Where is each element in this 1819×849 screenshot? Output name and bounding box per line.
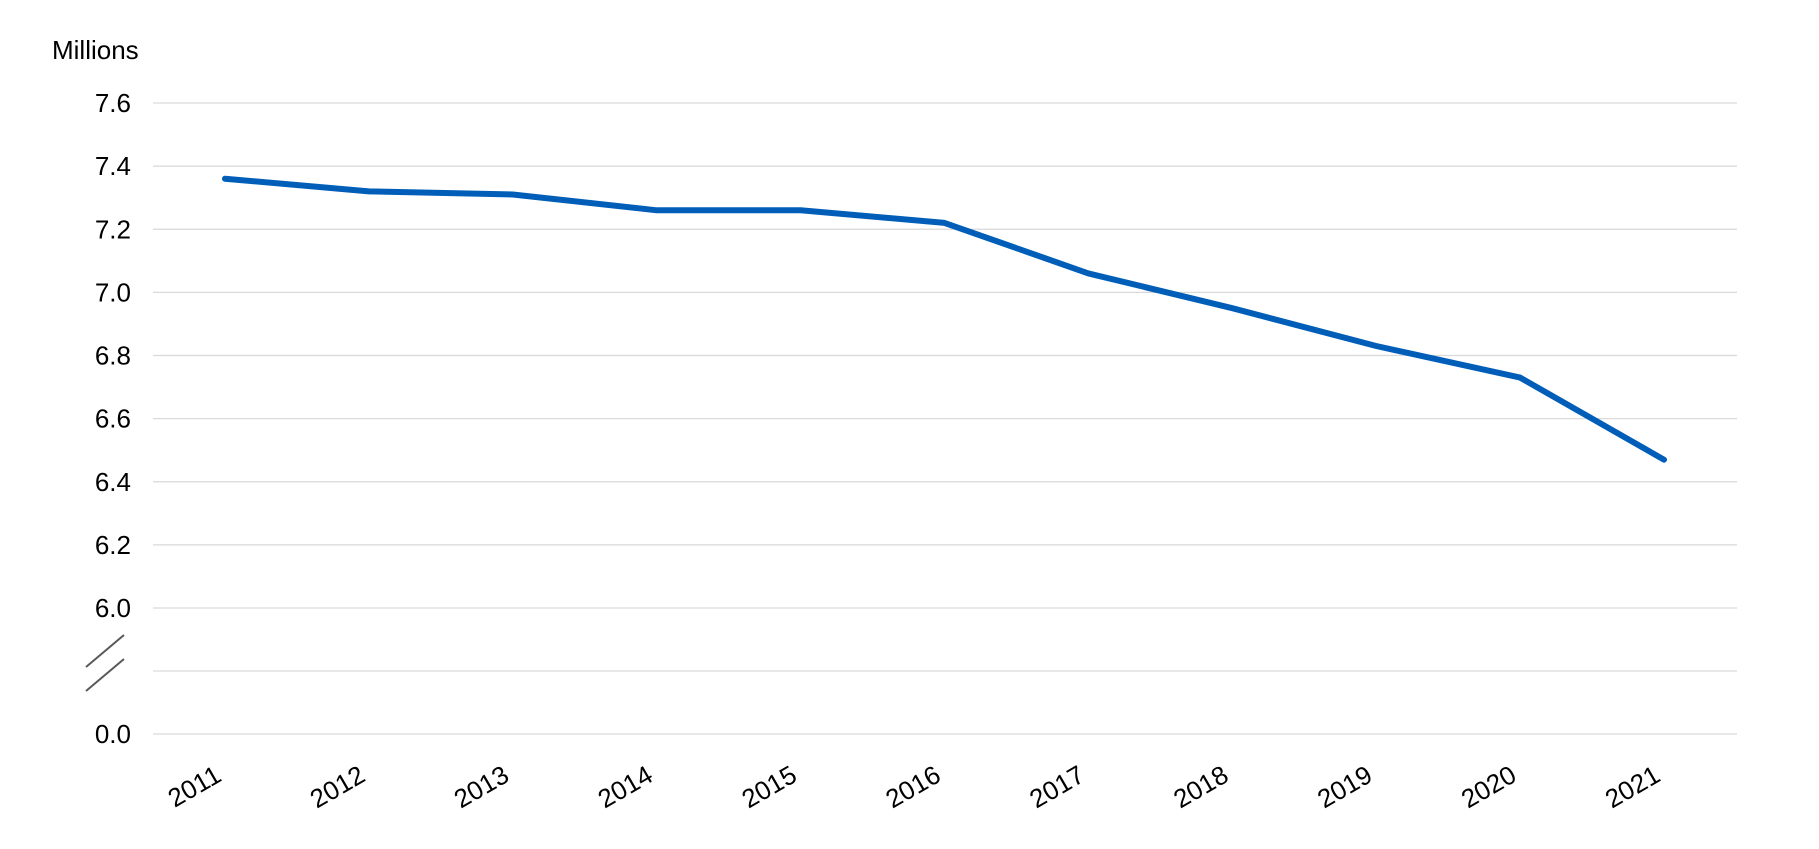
x-tick-label: 2019: [1312, 759, 1377, 814]
x-tick-label: 2015: [737, 759, 802, 814]
y-tick-label: 7.4: [95, 151, 131, 181]
y-tick-label: 7.2: [95, 214, 131, 244]
x-tick-label: 2014: [593, 759, 658, 814]
x-tick-label: 2020: [1456, 759, 1521, 814]
x-tick-label: 2018: [1168, 759, 1233, 814]
axis-break-icon: [85, 634, 125, 692]
axis-break-stroke: [85, 658, 125, 692]
x-tick-label: 2016: [880, 759, 945, 814]
x-tick-label: 2012: [305, 759, 370, 814]
axis-break-stroke: [85, 634, 125, 668]
x-tick-label: 2021: [1600, 759, 1665, 814]
y-tick-labels: 0.0 6.0 6.2 6.4 6.6 6.8 7.0 7.2 7.4 7.6: [95, 88, 131, 749]
y-tick-label: 6.0: [95, 593, 131, 623]
y-tick-label: 0.0: [95, 719, 131, 749]
x-tick-labels: 2011 2012 2013 2014 2015 2016 2017 2018 2019 2020…: [163, 759, 1665, 814]
y-axis-unit-label: Millions: [52, 35, 139, 65]
series-line: [222, 175, 1667, 463]
y-tick-label: 7.0: [95, 277, 131, 307]
gridlines: [153, 102, 1737, 735]
y-tick-label: 6.4: [95, 467, 131, 497]
y-tick-label: 6.6: [95, 404, 131, 434]
y-tick-label: 6.8: [95, 341, 131, 371]
y-tick-label: 7.6: [95, 88, 131, 118]
x-tick-label: 2017: [1024, 759, 1089, 814]
x-tick-label: 2011: [163, 759, 226, 813]
x-tick-label: 2013: [449, 759, 514, 814]
y-tick-label: 6.2: [95, 530, 131, 560]
series-lines: [222, 175, 1667, 463]
